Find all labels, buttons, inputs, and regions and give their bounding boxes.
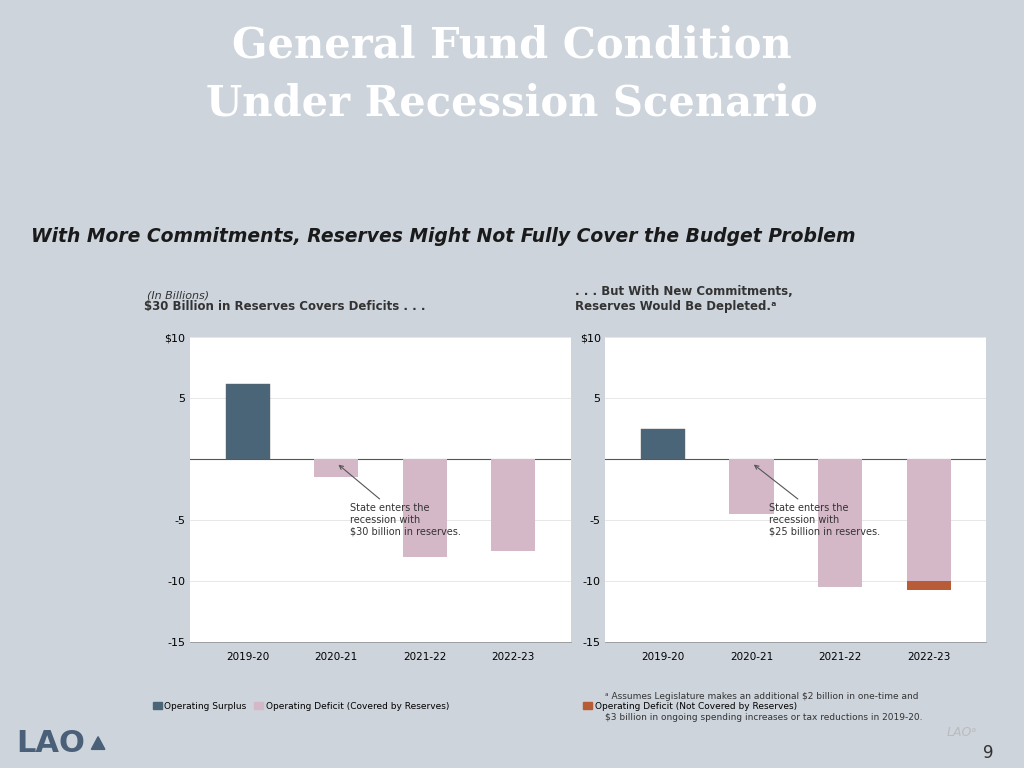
Text: (In Billions): (In Billions): [146, 290, 209, 300]
Bar: [225, 384, 270, 459]
Bar: [314, 459, 358, 478]
Text: LAO: LAO: [16, 729, 85, 757]
Bar: [729, 459, 774, 514]
Bar: [906, 459, 951, 581]
Bar: [492, 459, 536, 551]
Text: With More Commitments, Reserves Might Not Fully Cover the Budget Problem: With More Commitments, Reserves Might No…: [31, 227, 855, 247]
Text: State enters the
recession with
$25 billion in reserves.: State enters the recession with $25 bill…: [755, 465, 881, 537]
Bar: [641, 429, 685, 459]
Bar: [402, 459, 446, 557]
Bar: [906, 581, 951, 590]
Polygon shape: [91, 737, 104, 750]
Text: 9: 9: [983, 743, 993, 762]
Text: Under Recession Scenario: Under Recession Scenario: [206, 83, 818, 124]
Legend: Operating Deficit (Not Covered by Reserves): Operating Deficit (Not Covered by Reserv…: [580, 698, 801, 714]
Legend: Operating Surplus, Operating Deficit (Covered by Reserves): Operating Surplus, Operating Deficit (Co…: [148, 698, 453, 714]
Text: . . . But With New Commitments,
Reserves Would Be Depleted.ᵃ: . . . But With New Commitments, Reserves…: [575, 285, 793, 313]
Text: LAOᵃ: LAOᵃ: [946, 726, 977, 739]
Bar: [818, 459, 862, 587]
Text: State enters the
recession with
$30 billion in reserves.: State enters the recession with $30 bill…: [339, 465, 461, 537]
Text: $30 Billion in Reserves Covers Deficits . . .: $30 Billion in Reserves Covers Deficits …: [144, 300, 426, 313]
Text: $3 billion in ongoing spending increases or tax reductions in 2019-20.: $3 billion in ongoing spending increases…: [605, 713, 923, 722]
Text: General Fund Condition: General Fund Condition: [232, 25, 792, 67]
Text: ᵃ Assumes Legislature makes an additional $2 billion in one-time and: ᵃ Assumes Legislature makes an additiona…: [605, 692, 919, 701]
